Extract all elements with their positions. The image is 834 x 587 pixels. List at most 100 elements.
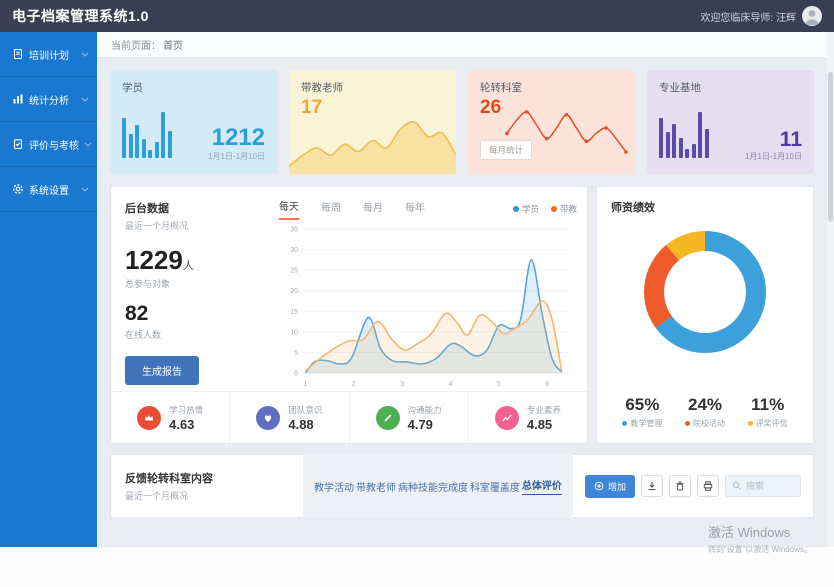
breadcrumb-home-link[interactable]: 首页 [163,41,183,52]
chevron-down-icon [81,97,89,102]
download-button[interactable] [641,475,663,497]
pencil-icon [375,405,400,430]
scrollbar-thumb[interactable] [828,72,833,222]
performance-donut-chart [644,231,766,353]
chevron-down-icon [81,52,89,57]
app-header: 电子档案管理系统1.0 欢迎您临床导师: 汪辉 [0,0,834,32]
user-avatar[interactable] [802,6,822,26]
sidebar-item-training-plan[interactable]: 培训计划 [0,32,97,77]
total-participants-value: 1229人 [125,245,194,275]
add-button[interactable]: 增加 [584,474,635,498]
delete-button[interactable] [669,475,691,497]
breadcrumb-prefix: 当前页面： [111,41,161,52]
monthly-stats-button[interactable]: 每月统计 [480,140,533,160]
stat-card-bases: 专业基地 11 1月1日-1月10日 [647,70,814,174]
plus-circle-icon [594,481,604,491]
legend-teachers[interactable]: 带教 [550,203,577,215]
card-value: 11 [779,128,802,151]
stat-cards-row: 学员 1212 1月1日-1月10日 带教老师 17 轮转科室 26 每月统计 … [110,70,814,174]
sidebar-item-label: 培训计划 [29,50,69,62]
search-input[interactable] [746,481,794,491]
print-button[interactable] [697,475,719,497]
trash-icon [676,481,684,491]
search-icon [732,481,741,490]
legend-students[interactable]: 学员 [512,203,539,215]
link-teaching-activities[interactable]: 教学活动 [313,482,354,494]
unit-label: 人 [182,260,194,272]
card-title: 带教老师 [301,82,343,94]
total-participants-label: 总参与对象 [125,279,171,289]
person-icon [805,10,819,25]
sidebar-item-statistics[interactable]: 统计分析 [0,77,97,122]
tab-weekly[interactable]: 每周 [321,203,341,214]
tab-yearly[interactable]: 每年 [405,203,425,214]
svg-text:2: 2 [352,381,356,388]
card-value: 17 [301,97,323,118]
tab-daily[interactable]: 每天 [279,198,299,220]
teacher-performance-panel: 师资绩效 65% 教学管理 24% 院校活动 11% 评奖评优 [596,186,814,444]
metric-professionalism: 专业素养 4.85 [467,392,587,443]
file-icon [13,48,23,60]
panel-subtitle: 最近一个月概况 [125,221,189,231]
sidebar-item-evaluation[interactable]: 评价与考核 [0,122,97,167]
legend-dot [512,206,519,212]
stat-teaching-management: 65% 教学管理 [611,395,674,429]
metric-label: 学习热情 [169,404,204,415]
legend-dot [747,421,753,426]
online-users-value: 82 [125,302,149,325]
card-value: 26 [480,97,502,118]
metric-value: 4.88 [288,416,314,432]
link-mentors[interactable]: 带教老师 [355,482,396,494]
chart-legend: 学员 带教 [512,203,577,215]
rotation-mini-chart [505,110,628,154]
sidebar-item-label: 系统设置 [29,185,69,197]
chart-icon [13,94,23,104]
legend-dot [550,206,557,212]
page-bottom-band [0,547,834,587]
trend-icon [494,405,519,430]
donut-stats: 65% 教学管理 24% 院校活动 11% 评奖评优 [611,395,799,431]
metric-label: 专业素养 [526,404,561,415]
sidebar-item-label: 统计分析 [29,95,69,107]
metric-value: 4.79 [407,416,433,432]
svg-text:35: 35 [290,227,298,234]
teachers-mini-chart [289,121,456,174]
stat-card-teachers: 带教老师 17 [289,70,456,174]
students-mini-chart [122,112,174,158]
metric-teamwork: 团队意识 4.88 [229,392,348,443]
link-skill-completion[interactable]: 病种技能完成度 [397,482,468,494]
svg-text:6: 6 [545,381,549,388]
svg-text:1: 1 [303,381,307,388]
search-box [725,475,801,497]
card-title: 专业基地 [659,82,701,94]
sidebar-item-settings[interactable]: 系统设置 [0,167,97,212]
metric-value: 4.63 [169,416,195,432]
legend-dot [622,421,628,426]
windows-activation-watermark: 激活 Windows 转到“设置”以激活 Windows。 [707,525,812,554]
svg-text:3: 3 [400,381,404,388]
gear-icon [13,184,23,194]
link-overall-evaluation[interactable]: 总体评价 [521,477,562,495]
card-value: 1212 [211,124,265,151]
metric-label: 沟通能力 [407,404,442,415]
svg-text:4: 4 [449,381,453,388]
overview-line-chart: 0 5 10 15 20 25 30 35 1 2 3 4 5 6 [290,227,569,388]
panel-title: 反馈轮转科室内容 [125,473,213,485]
svg-text:0: 0 [294,371,298,378]
feedback-actions: 增加 [584,474,801,498]
feedback-links: 教学活动 带教老师 病种技能完成度 科室覆盖度 总体评价 [303,454,573,518]
legend-dot [685,421,690,426]
stat-awards: 11% 评奖评优 [736,395,799,429]
middle-row: 后台数据 最近一个月概况 1229人 总参与对象 82 在线人数 生成报告 每天… [110,186,814,444]
tab-monthly[interactable]: 每月 [363,203,383,214]
panel-subtitle: 最近一个月概况 [125,491,189,501]
generate-report-button[interactable]: 生成报告 [125,356,199,385]
link-department-coverage[interactable]: 科室覆盖度 [469,482,520,494]
backend-data-panel: 后台数据 最近一个月概况 1229人 总参与对象 82 在线人数 生成报告 每天… [110,186,588,444]
main-content: 当前页面： 首页 学员 1212 1月1日-1月10日 带教老师 17 轮转科室… [97,32,827,547]
chevron-down-icon [81,187,89,192]
chevron-down-icon [84,142,92,147]
sidebar-nav: 培训计划 统计分析 评价与考核 系统设置 [0,32,97,547]
metric-label: 团队意识 [288,404,323,415]
svg-text:25: 25 [290,268,298,275]
